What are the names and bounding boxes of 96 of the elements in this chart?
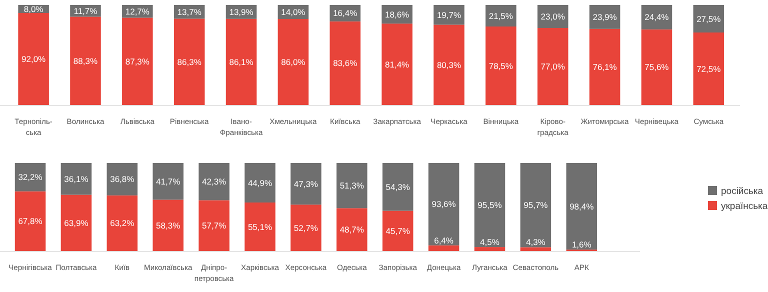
bar (198, 200, 230, 251)
data-label: 8,0% (24, 4, 44, 14)
data-label: 76,1% (592, 62, 618, 72)
data-label: 13,9% (229, 6, 254, 17)
data-label: 18,6% (385, 9, 410, 20)
data-label: 86,0% (281, 57, 306, 67)
bar (226, 18, 257, 105)
bar (474, 163, 506, 248)
data-label: 24,4% (644, 12, 670, 22)
bar (174, 18, 205, 105)
data-label: 1,6% (572, 240, 592, 250)
bar (152, 163, 184, 200)
data-label: 14,0% (281, 7, 306, 17)
data-label: 98,4% (570, 201, 594, 212)
bar (589, 28, 620, 105)
data-label: 19,7% (436, 10, 462, 20)
data-label: 57,7% (202, 220, 227, 231)
data-label: 54,3% (386, 182, 410, 192)
data-label: 47,3% (294, 178, 318, 189)
bar (60, 194, 92, 251)
data-label: 45,7% (386, 226, 410, 236)
bar (106, 163, 138, 196)
data-label: 6,4% (434, 235, 454, 246)
data-label: 83,6% (333, 58, 358, 68)
data-label: 36,8% (110, 174, 135, 184)
data-label: 95,5% (478, 200, 502, 210)
bar (278, 19, 309, 105)
data-label: 27,5% (696, 14, 722, 24)
data-label: 63,9% (64, 218, 89, 228)
bar (106, 195, 138, 251)
bar (336, 208, 368, 251)
data-label: 93,6% (432, 199, 456, 210)
data-label: 11,7% (74, 6, 98, 16)
legend-label: українська (721, 201, 768, 212)
data-label: 13,7% (177, 6, 202, 17)
data-label: 77,0% (540, 62, 566, 72)
data-label: 80,3% (436, 60, 462, 70)
bar (428, 245, 460, 251)
data-label: 95,7% (524, 200, 548, 210)
bar (486, 26, 516, 105)
bar (537, 28, 568, 105)
data-label: 58,3% (156, 220, 181, 230)
bar (520, 163, 552, 248)
bar (70, 16, 101, 105)
bar (693, 5, 724, 32)
bar (122, 18, 153, 105)
data-label: 72,5% (696, 64, 722, 74)
data-label: 4,5% (480, 237, 500, 248)
data-label: 86,3% (177, 56, 202, 67)
bar (14, 191, 46, 251)
data-label: 23,9% (592, 12, 618, 22)
data-label: 42,3% (202, 176, 227, 187)
data-label: 86,1% (229, 56, 254, 67)
bar (330, 21, 361, 105)
data-label: 52,7% (294, 222, 318, 233)
bar (693, 32, 724, 105)
bar (244, 202, 276, 251)
data-label: 16,4% (333, 8, 358, 18)
bar (382, 163, 414, 211)
data-label: 88,3% (73, 56, 98, 66)
data-label: 44,9% (248, 178, 272, 188)
bar (382, 24, 412, 105)
bar (428, 163, 460, 246)
bar (520, 247, 552, 251)
bar (198, 163, 230, 200)
data-label: 67,8% (18, 216, 43, 226)
data-label: 63,2% (110, 218, 135, 228)
bar (290, 163, 322, 205)
bar (60, 163, 92, 195)
data-label: 32,2% (18, 172, 43, 182)
data-label: 12,7% (125, 6, 150, 16)
bar (290, 204, 322, 251)
data-label: 87,3% (125, 56, 150, 66)
data-label: 41,7% (156, 176, 181, 186)
bar (14, 163, 46, 192)
data-label: 36,1% (64, 174, 89, 184)
data-label: 55,1% (248, 222, 272, 232)
legend-label: російська (721, 186, 764, 197)
bar (474, 247, 506, 251)
bar (382, 210, 414, 251)
data-label: 78,5% (488, 60, 514, 71)
bar (566, 163, 598, 250)
bar (18, 13, 49, 105)
bar (336, 163, 368, 208)
data-label: 81,4% (385, 59, 410, 70)
bar (641, 29, 672, 105)
data-label: 92,0% (22, 54, 46, 64)
data-label: 23,0% (540, 12, 566, 22)
bar (152, 200, 184, 251)
bar (434, 24, 464, 105)
data-label: 21,5% (488, 10, 514, 21)
data-label: 4,3% (526, 237, 546, 248)
data-label: 48,7% (340, 224, 364, 235)
data-label: 75,6% (644, 62, 670, 72)
bar (244, 163, 276, 203)
data-label: 51,3% (340, 180, 364, 191)
